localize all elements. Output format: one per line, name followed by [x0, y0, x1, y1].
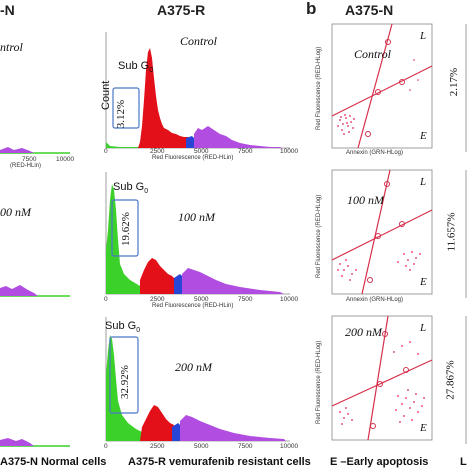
left-tick-10000: 10000 [56, 156, 75, 163]
scatter-ylabel-2: Red Fluorescence (RED-HLog) [316, 194, 322, 278]
left-condition-1: ntrol [0, 40, 23, 54]
count-label-1: Count [100, 80, 112, 110]
scatter-quad-L-1: L [420, 30, 427, 42]
header-a375n: A375-N [345, 2, 394, 18]
subg-label-3: Sub G0 [105, 320, 141, 335]
scatter-xlabel-1: Annexin (GRN-HLog) [346, 150, 404, 156]
left-tick-7500: 7500 [22, 156, 37, 163]
histogram-100nm [105, 172, 290, 295]
scatter-condition-control: Control [354, 47, 391, 61]
subg-label-2: Sub G0 [113, 181, 149, 196]
scatter-pct-1: 2.17% [448, 67, 461, 97]
tick-5000-r3: 5000 [194, 443, 209, 450]
condition-label-200nm: 200 nM [175, 360, 212, 374]
scatter-quad-L-3: L [420, 322, 427, 334]
scatter-control [331, 23, 433, 149]
histogram-200nm [105, 317, 290, 442]
tick-7500-r2: 7500 [238, 296, 253, 303]
xlabel-r1: Red Fluorescence (RED-HLin) [152, 155, 234, 161]
footer-early-apoptosis: E –Early apoptosis [330, 456, 429, 468]
subg-pct-2: 19.62% [119, 212, 132, 246]
scatter-100nm [331, 169, 433, 295]
scatter-ylabel-1: Red Fluorescence (RED-HLog) [316, 46, 322, 130]
scatter-condition-100nm: 100 nM [347, 193, 384, 207]
scatter-200nm [331, 315, 433, 441]
tick-10000-r1: 10000 [280, 148, 299, 155]
subg-pct-3: 32.92% [118, 365, 131, 399]
tick-7500-r1: 7500 [238, 148, 253, 155]
tick-0-r3: 0 [104, 443, 108, 450]
scatter-condition-200nm: 200 nM [345, 325, 382, 339]
subg-label-1: Sub G0 [118, 60, 154, 75]
tick-0-r2: 0 [104, 296, 108, 303]
header-a375r: A375-R [157, 2, 206, 18]
histogram-control [105, 32, 290, 149]
left-axis-partial: (RED-HLin) [10, 163, 42, 169]
tick-0-r1: 0 [104, 148, 108, 155]
tick-7500-r3: 7500 [238, 443, 253, 450]
tick-10000-r3: 10000 [280, 443, 299, 450]
scatter-pct-3: 27.867% [444, 360, 457, 400]
header-left-partial: -N [0, 2, 15, 18]
left-condition-2: 00 nM [0, 205, 31, 219]
footer-a375n: A375-N Normal cells [0, 456, 107, 468]
scatter-xlabel-2: Annexin (GRN-HLog) [346, 297, 404, 303]
panel-b-letter: b [306, 0, 317, 18]
tick-5000-r1: 5000 [194, 148, 209, 155]
tick-2500-r1: 2500 [150, 148, 165, 155]
left-partial-histograms [0, 147, 70, 447]
scatter-quad-E-2: E [420, 276, 427, 288]
scatter-quad-L-2: L [420, 176, 427, 188]
condition-label-100nm: 100 nM [178, 210, 215, 224]
tick-10000-r2: 10000 [280, 296, 299, 303]
xlabel-r2: Red Fluorescence (RED-HLin) [152, 303, 234, 309]
right-partial-plots [465, 24, 467, 444]
tick-2500-r3: 2500 [150, 443, 165, 450]
tick-5000-r2: 5000 [194, 296, 209, 303]
condition-label-control: Control [180, 34, 217, 48]
scatter-ylabel-3: Red Fluorescence (RED-HLog) [316, 340, 322, 424]
scatter-quad-E-3: E [420, 422, 427, 434]
footer-a375r: A375-R vemurafenib resistant cells [128, 456, 311, 468]
scatter-pct-2: 11.657% [445, 212, 458, 252]
tick-2500-r2: 2500 [150, 296, 165, 303]
subg-pct-1: 3.12% [115, 99, 128, 129]
footer-trailing: L [460, 456, 467, 468]
scatter-quad-E-1: E [420, 130, 427, 142]
